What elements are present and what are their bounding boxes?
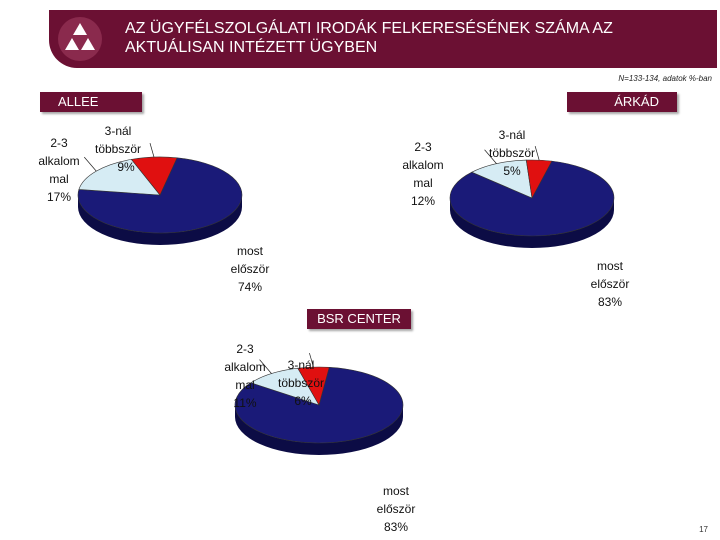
- pie-slice-three-plus: [130, 156, 178, 196]
- chart-title-arkad: ÁRKÁD: [567, 92, 677, 112]
- leader-line-two-three: [259, 359, 272, 374]
- label-arkad-two-three: 2-3 alkalom mal 12%: [402, 140, 444, 208]
- title-line-2: AKTUÁLISAN INTÉZETT ÜGYBEN: [125, 39, 378, 56]
- page-title: AZ ÜGYFÉLSZOLGÁLATI IRODÁK FELKERESÉSÉNE…: [125, 19, 685, 57]
- label-allee-three-plus: 3-nál többször 9%: [94, 124, 142, 174]
- label-arkad-most: most először 83%: [590, 259, 630, 309]
- pie-side-wall: [235, 405, 403, 455]
- chart-title-allee: ALLEE: [40, 92, 142, 112]
- leader-line-two-three: [84, 156, 97, 172]
- label-allee-most: most először 74%: [230, 244, 270, 294]
- pie-side-wall: [450, 198, 614, 248]
- leader-line-three-plus: [309, 352, 314, 368]
- leader-line-two-three: [484, 149, 497, 164]
- header-bar: AZ ÜGYFÉLSZOLGÁLATI IRODÁK FELKERESÉSÉNE…: [49, 10, 717, 68]
- leader-line-three-plus: [534, 146, 540, 161]
- pie-chart-allee: [77, 143, 243, 245]
- pie-slice-three-plus: [525, 159, 553, 199]
- triangle-logo-icon: [58, 17, 102, 61]
- title-line-1: AZ ÜGYFÉLSZOLGÁLATI IRODÁK FELKERESÉSÉNE…: [125, 20, 613, 37]
- label-bsr-two-three: 2-3 alkalom mal 11%: [224, 342, 266, 410]
- pie-chart-arkad: [449, 146, 615, 248]
- label-arkad-three-plus: 3-nál többször 5%: [488, 128, 536, 178]
- pie-chart-bsr: [234, 352, 404, 455]
- leader-line-three-plus: [149, 143, 155, 158]
- pie-slice-two-three: [471, 159, 533, 199]
- label-allee-two-three: 2-3 alkalom mal 17%: [38, 136, 80, 204]
- pie-slice-three-plus: [297, 366, 330, 406]
- page-number: 17: [699, 525, 708, 534]
- pie-side-wall: [78, 195, 242, 245]
- label-bsr-most: most először 83%: [376, 484, 416, 534]
- chart-title-bsr: BSR CENTER: [307, 309, 411, 329]
- label-bsr-three-plus: 3-nál többször 6%: [277, 358, 325, 408]
- sample-note: N=133-134, adatok %-ban: [618, 74, 712, 83]
